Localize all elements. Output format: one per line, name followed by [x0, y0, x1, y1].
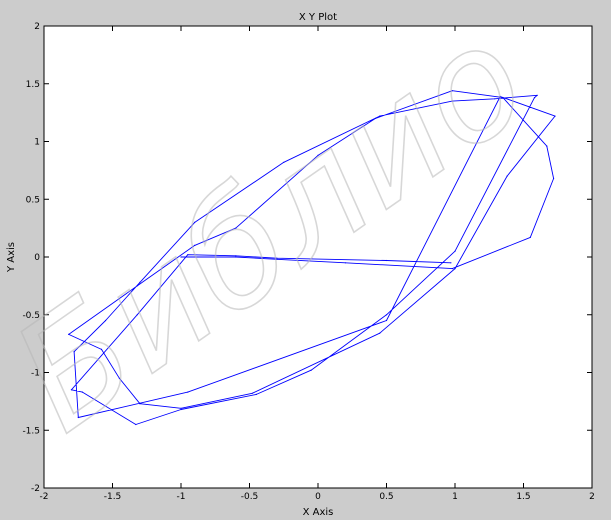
axis-ticks	[43, 25, 593, 489]
data-point	[135, 423, 137, 426]
data-point	[553, 177, 555, 180]
chart-title: X Y Plot	[299, 12, 337, 23]
data-point	[276, 257, 278, 259]
data-point	[136, 285, 138, 287]
data-point	[255, 393, 257, 395]
data-point	[235, 227, 237, 229]
plot-area	[43, 25, 593, 489]
x-tick-label: -0.5	[241, 492, 259, 502]
data-point	[502, 97, 504, 99]
data-point	[70, 389, 72, 391]
data-point	[139, 281, 141, 283]
y-tick-label: -1.5	[22, 426, 40, 436]
data-point	[68, 333, 70, 335]
data-point	[251, 392, 253, 394]
data-point	[536, 94, 538, 96]
data-point	[235, 255, 237, 257]
x-tick-label: 2	[589, 492, 595, 502]
data-point	[81, 391, 83, 393]
data-point	[180, 407, 182, 409]
data-point	[451, 268, 453, 270]
data-point	[385, 259, 388, 262]
data-point	[529, 236, 531, 238]
data-point	[533, 97, 536, 99]
data-point	[73, 351, 75, 353]
data-point	[100, 348, 103, 350]
y-tick-label: 1.5	[26, 80, 40, 90]
y-tick-label: -2	[31, 484, 40, 494]
y-tick-label: 1	[34, 138, 40, 148]
data-point	[180, 256, 182, 258]
data-point	[379, 332, 381, 334]
data-point	[283, 161, 285, 163]
x-tick-label: -1.5	[104, 492, 122, 502]
x-tick-label: -2	[40, 492, 49, 502]
data-point	[180, 408, 182, 411]
x-tick-label: 1.5	[516, 492, 530, 502]
data-point	[317, 154, 319, 156]
y-tick-label: 2	[34, 22, 40, 32]
y-tick-label: 0.5	[26, 195, 40, 205]
y-tick-label: -0.5	[22, 311, 40, 321]
x-tick-label: 0.5	[379, 492, 393, 502]
y-tick-labels: -2 -1.5 -1 -0.5 0 0.5 1 1.5 2	[22, 22, 40, 494]
data-point	[105, 319, 107, 322]
data-point	[499, 95, 501, 98]
data-point	[136, 314, 138, 316]
data-point	[454, 250, 456, 252]
x-tick-labels: -2 -1.5 -1 -0.5 0 0.5 1 1.5 2	[40, 492, 595, 502]
data-point	[187, 391, 189, 393]
x-tick-label: 0	[315, 492, 321, 502]
data-point	[374, 117, 377, 119]
data-point	[118, 377, 120, 379]
data-point	[385, 319, 388, 322]
data-point	[546, 145, 548, 147]
data-point	[450, 262, 452, 264]
data-point	[379, 115, 381, 117]
data-point	[451, 100, 453, 102]
y-axis-label: Y Axis	[6, 242, 17, 273]
data-point	[194, 244, 196, 246]
data-point	[194, 221, 196, 223]
data-point	[276, 258, 278, 260]
data-point	[187, 254, 189, 256]
data-point	[506, 175, 508, 177]
data-point	[494, 98, 496, 100]
data-point	[310, 369, 312, 371]
x-tick-label: -1	[177, 492, 186, 502]
x-axis-label: X Axis	[303, 507, 334, 518]
data-point	[451, 90, 453, 92]
data-point	[77, 416, 79, 419]
data-point	[344, 262, 346, 264]
data-point	[235, 256, 237, 258]
data-point	[554, 115, 556, 117]
data-point	[454, 268, 456, 270]
data-point	[139, 403, 141, 405]
data-points	[68, 90, 556, 426]
y-tick-label: -1	[31, 369, 40, 379]
data-point	[385, 314, 388, 316]
x-tick-label: 1	[452, 492, 458, 502]
y-tick-label: 0	[34, 253, 40, 263]
